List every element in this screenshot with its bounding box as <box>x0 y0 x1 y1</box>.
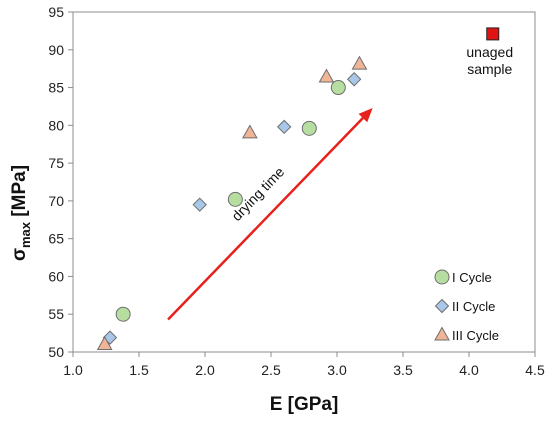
y-tick-label: 55 <box>48 306 64 322</box>
x-tick-label: 2.0 <box>195 362 215 378</box>
i-cycle-point <box>227 191 243 207</box>
ii-cycle-point <box>192 197 207 212</box>
legend-iii-cycle-label: III Cycle <box>452 328 499 343</box>
x-axis-ticks: 1.0 1.5 2.0 2.5 3.0 3.5 4.0 4.5 <box>63 352 545 378</box>
legend-ii-cycle-label: II Cycle <box>452 299 495 314</box>
x-tick-label: 3.5 <box>393 362 413 378</box>
x-tick-label: 1.5 <box>129 362 149 378</box>
plot-border <box>72 11 536 353</box>
x-tick-label: 4.0 <box>459 362 479 378</box>
y-tick-label: 90 <box>48 42 64 58</box>
x-tick-label: 1.0 <box>63 362 83 378</box>
y-tick-label: 80 <box>48 117 64 133</box>
y-axis-title-symbol: σ <box>9 248 30 261</box>
y-axis-title: σmax [MPa] <box>9 165 33 261</box>
x-tick-label: 3.0 <box>327 362 347 378</box>
legend: I Cycle II Cycle III Cycle <box>434 269 499 343</box>
i-cycle-point <box>301 120 317 136</box>
unaged-sample-label-line2: sample <box>467 61 512 77</box>
plot-frame <box>72 11 536 353</box>
ii-cycle-point <box>276 119 292 135</box>
y-tick-label: 60 <box>48 268 64 284</box>
iii-cycle-point <box>351 55 368 70</box>
data-points <box>96 55 368 350</box>
iii-cycle-point <box>242 124 258 139</box>
x-tick-label: 2.5 <box>261 362 281 378</box>
legend-i-cycle-label: I Cycle <box>452 270 492 285</box>
arrow-head <box>358 107 373 123</box>
y-tick-label: 65 <box>48 231 64 247</box>
arrow-shaft <box>167 117 364 321</box>
y-axis-title-subscript: max <box>18 221 33 248</box>
legend-i-cycle-marker <box>434 269 450 285</box>
y-tick-label: 50 <box>48 344 64 360</box>
y-tick-label: 95 <box>48 4 64 20</box>
drying-time-arrow <box>167 107 373 321</box>
x-axis-title: E [GPa] <box>270 394 339 415</box>
x-tick-label: 4.5 <box>525 362 545 378</box>
iii-cycle-point <box>318 68 335 83</box>
legend-iii-cycle-marker <box>434 326 450 341</box>
legend-ii-cycle-marker <box>434 298 450 314</box>
unaged-sample-marker <box>486 27 500 41</box>
unaged-sample-label-line1: unaged <box>466 44 513 60</box>
unaged-sample-marker-group <box>486 27 500 41</box>
y-tick-label: 85 <box>48 80 64 96</box>
y-axis-ticks: 50 55 60 65 70 75 80 85 90 95 <box>48 4 73 360</box>
y-tick-label: 75 <box>48 155 64 171</box>
y-axis-title-unit: [MPa] <box>9 165 30 222</box>
ii-cycle-point <box>346 72 362 87</box>
i-cycle-point <box>330 80 346 96</box>
y-tick-label: 70 <box>48 193 64 209</box>
iii-cycle-point <box>96 335 113 350</box>
i-cycle-point <box>115 306 131 322</box>
